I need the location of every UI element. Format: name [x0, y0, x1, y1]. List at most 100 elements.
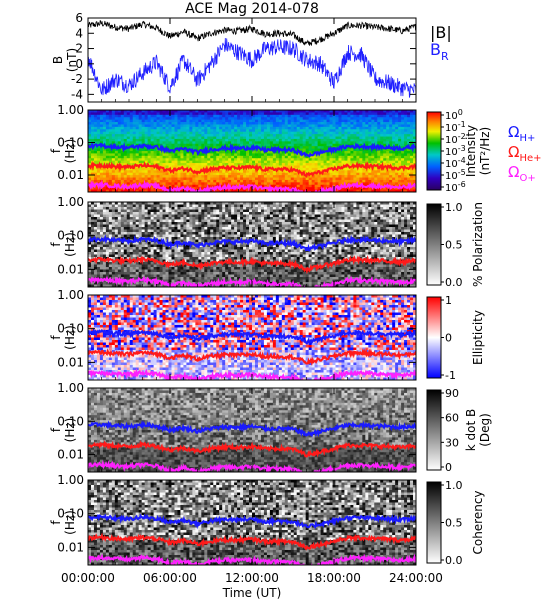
intensity-cell — [278, 146, 283, 149]
polarization-cell — [102, 214, 107, 218]
polarization-cell — [225, 204, 229, 208]
polarization-cell — [171, 212, 175, 215]
polarization-cell — [284, 204, 289, 208]
polarization-cell — [362, 212, 366, 215]
intensity-cell — [320, 141, 324, 145]
intensity-cell — [147, 122, 152, 125]
intensity-cell — [368, 148, 372, 152]
intensity-cell — [395, 179, 399, 183]
intensity-cell — [210, 129, 214, 133]
intensity-cell — [302, 114, 307, 118]
intensity-cell — [177, 134, 181, 137]
intensity-ytick-label: 1.00 — [57, 103, 84, 117]
intensity-cell — [207, 136, 211, 140]
intensity-cell — [326, 165, 330, 169]
intensity-cell — [234, 175, 238, 178]
intensity-cell — [389, 110, 393, 113]
polarization-cell — [180, 219, 184, 223]
intensity-cell — [380, 153, 384, 157]
intensity-cell — [237, 110, 241, 113]
intensity-cell — [350, 112, 354, 116]
polarization-cell — [126, 204, 131, 208]
intensity-cell — [231, 153, 235, 157]
intensity-cell — [246, 182, 250, 186]
polarization-cell — [404, 204, 408, 208]
intensity-cell — [317, 124, 321, 128]
intensity-cell — [260, 122, 265, 125]
intensity-cell — [290, 124, 295, 128]
intensity-cell — [246, 124, 250, 128]
polarization-cell — [398, 219, 402, 223]
intensity-cell — [141, 155, 146, 159]
intensity-cell — [168, 158, 172, 162]
intensity-cell — [144, 167, 149, 171]
intensity-cell — [111, 114, 116, 118]
polarization-cell — [326, 212, 330, 215]
intensity-cell — [216, 179, 220, 183]
intensity-cell — [102, 136, 107, 140]
intensity-cell — [275, 160, 280, 164]
polarization-cell — [219, 224, 223, 228]
intensity-cell — [257, 158, 262, 162]
intensity-cell — [305, 143, 310, 147]
intensity-cell — [317, 175, 321, 178]
polarization-cell — [198, 224, 202, 228]
polarization-cell — [314, 214, 318, 218]
intensity-cell — [99, 122, 104, 125]
intensity-cell — [219, 158, 223, 162]
intensity-cell — [359, 148, 363, 152]
intensity-cell — [165, 175, 169, 178]
intensity-cell — [410, 179, 414, 183]
intensity-cell — [228, 153, 232, 157]
polarization-cell — [374, 224, 378, 228]
intensity-cell — [249, 138, 253, 142]
intensity-cell — [257, 110, 262, 113]
intensity-cell — [281, 177, 286, 181]
intensity-cell — [153, 158, 157, 162]
intensity-cell — [123, 141, 128, 145]
intensity-cell — [144, 112, 149, 116]
intensity-cell — [281, 175, 286, 178]
polarization-cell — [335, 217, 339, 220]
intensity-cell — [225, 175, 229, 178]
intensity-cell — [198, 182, 202, 186]
intensity-cell — [126, 148, 131, 152]
polarization-cell — [278, 219, 283, 223]
intensity-cell — [254, 151, 259, 154]
polarization-cell — [311, 224, 316, 228]
polarization-cell — [246, 202, 250, 205]
intensity-cell — [252, 126, 256, 130]
intensity-cell — [168, 131, 172, 135]
polarization-cell — [228, 212, 232, 215]
intensity-cell — [120, 167, 125, 171]
polarization-cell — [302, 214, 307, 218]
intensity-cell — [392, 126, 396, 130]
intensity-cell — [237, 182, 241, 186]
intensity-cell — [120, 179, 125, 183]
intensity-cell — [275, 134, 280, 137]
intensity-cell — [380, 172, 384, 176]
intensity-cell — [240, 155, 244, 159]
intensity-cell — [192, 175, 196, 178]
polarization-cell — [305, 222, 310, 225]
polarization-cell — [168, 224, 172, 228]
intensity-cell — [359, 117, 363, 121]
polarization-cell — [192, 214, 196, 218]
intensity-cell — [356, 182, 360, 186]
intensity-cell — [344, 117, 348, 121]
intensity-cell — [135, 136, 140, 140]
polarization-cell — [174, 222, 178, 225]
intensity-cell — [266, 134, 271, 137]
polarization-cell — [240, 222, 244, 225]
intensity-cell — [138, 124, 143, 128]
intensity-cell — [102, 122, 107, 125]
polarization-cell — [180, 214, 184, 218]
intensity-cell — [278, 170, 283, 174]
polarization-cell — [144, 222, 149, 225]
polarization-cell — [120, 222, 125, 225]
intensity-cell — [254, 155, 259, 159]
polarization-cell — [263, 219, 268, 223]
intensity-cell — [126, 189, 131, 192]
intensity-cell — [389, 122, 393, 125]
polarization-cell — [177, 212, 181, 215]
